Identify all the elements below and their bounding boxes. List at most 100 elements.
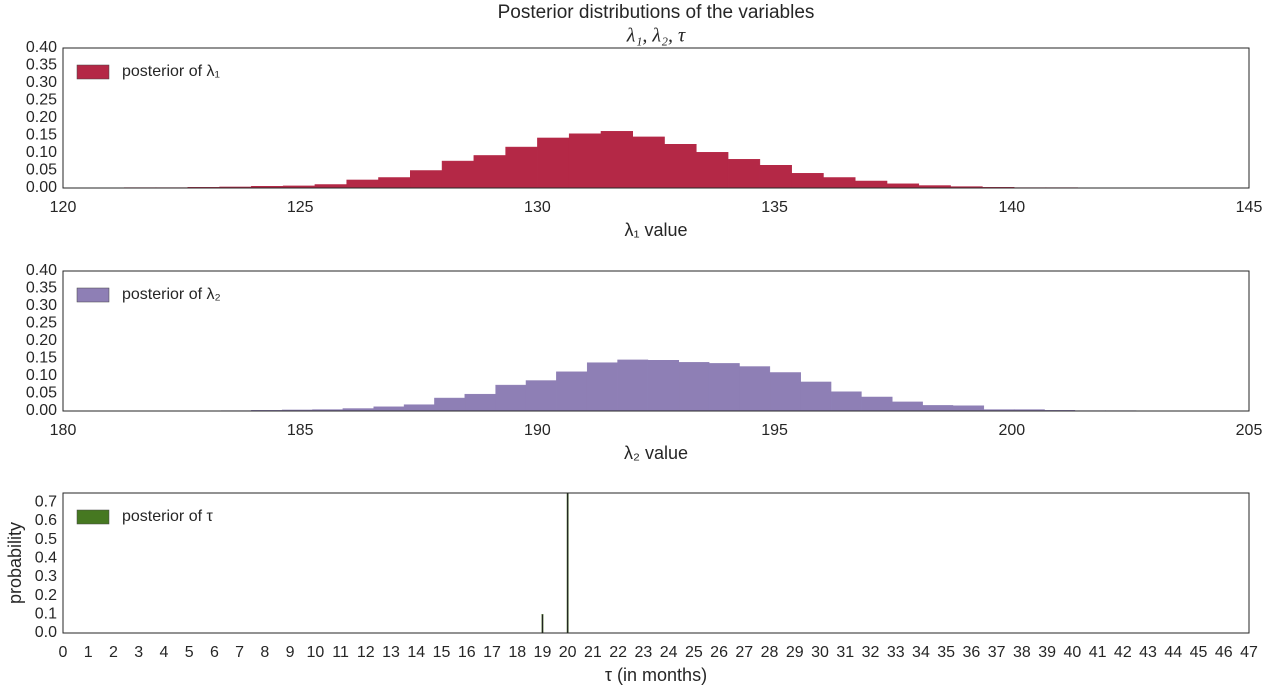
x-axis-label: τ (in months) <box>605 665 707 685</box>
hist-bar <box>600 131 634 188</box>
x-tick-label: 135 <box>761 199 788 216</box>
x-tick-label: 20 <box>559 644 577 661</box>
x-tick-label: 45 <box>1190 644 1208 661</box>
x-tick-label: 33 <box>887 644 905 661</box>
hist-bar <box>727 159 761 188</box>
hist-bar <box>403 404 435 411</box>
x-tick-label: 32 <box>862 644 880 661</box>
hist-bar <box>892 401 923 411</box>
x-tick-label: 37 <box>988 644 1006 661</box>
x-tick-label: 8 <box>260 644 269 661</box>
x-tick-label: 195 <box>761 422 788 439</box>
plot-area <box>123 131 1078 188</box>
x-tick-label: 10 <box>306 644 324 661</box>
y-tick-label: 0.7 <box>35 494 57 511</box>
axes-frame <box>62 270 1250 412</box>
hist-bar <box>647 360 680 411</box>
legend-swatch <box>76 287 110 303</box>
bar <box>566 493 569 633</box>
figure-subtitle: λ₁, λ₂, τ <box>626 25 686 47</box>
x-tick-label: 2 <box>109 644 118 661</box>
x-tick-label: 21 <box>584 644 602 661</box>
x-tick-label: 36 <box>963 644 981 661</box>
y-tick-label: 0.4 <box>35 550 57 567</box>
x-tick-label: 28 <box>761 644 779 661</box>
x-tick-label: 145 <box>1236 199 1263 216</box>
hist-bar <box>537 137 570 188</box>
x-tick-label: 16 <box>458 644 476 661</box>
x-tick-label: 26 <box>710 644 728 661</box>
y-tick-label: 0.20 <box>26 109 57 126</box>
legend-label: posterior of λ₁ <box>122 63 220 80</box>
y-axis-label: probability <box>5 522 25 604</box>
y-tick-label: 0.15 <box>26 350 57 367</box>
x-tick-label: 39 <box>1038 644 1056 661</box>
hist-bar <box>922 405 954 411</box>
x-tick-label: 12 <box>357 644 375 661</box>
y-tick-label: 0.10 <box>26 144 57 161</box>
x-tick-label: 31 <box>836 644 854 661</box>
hist-bar <box>495 384 527 411</box>
plot-area <box>541 493 569 633</box>
bar <box>541 614 544 633</box>
legend-swatch <box>76 64 110 80</box>
hist-bar <box>791 173 824 188</box>
x-tick-label: 27 <box>735 644 753 661</box>
x-tick-label: 47 <box>1240 644 1258 661</box>
x-tick-label: 30 <box>811 644 829 661</box>
hist-bar <box>525 380 557 411</box>
x-tick-label: 11 <box>332 644 349 661</box>
x-tick-label: 25 <box>685 644 703 661</box>
hist-bar <box>434 397 466 411</box>
x-tick-label: 3 <box>134 644 143 661</box>
axes-frame <box>62 47 1250 189</box>
x-tick-label: 9 <box>286 644 295 661</box>
x-tick-label: 24 <box>660 644 678 661</box>
hist-bar <box>830 391 862 411</box>
hist-bar <box>739 366 771 411</box>
y-tick-label: 0.6 <box>35 512 57 529</box>
y-tick-label: 0.25 <box>26 92 57 109</box>
x-tick-label: 19 <box>534 644 552 661</box>
y-tick-label: 0.00 <box>26 179 57 196</box>
figure-title: Posterior distributions of the variables <box>498 2 815 23</box>
x-tick-label: 1 <box>84 644 93 661</box>
y-tick-label: 0.10 <box>26 367 57 384</box>
x-tick-label: 4 <box>159 644 168 661</box>
hist-bar <box>410 170 443 188</box>
hist-bar <box>696 152 729 188</box>
x-tick-label: 200 <box>998 422 1025 439</box>
y-tick-label: 0.20 <box>26 332 57 349</box>
y-tick-label: 0.40 <box>26 39 57 56</box>
hist-bar <box>473 155 506 188</box>
y-tick-label: 0.0 <box>35 624 57 641</box>
y-tick-label: 0.3 <box>35 568 57 585</box>
hist-bar <box>314 184 347 188</box>
hist-bar <box>505 146 538 188</box>
hist-bar <box>556 371 588 411</box>
x-tick-label: 43 <box>1139 644 1157 661</box>
legend-label: posterior of τ <box>122 508 213 525</box>
x-tick-label: 15 <box>433 644 451 661</box>
x-tick-label: 44 <box>1164 644 1182 661</box>
x-tick-label: 185 <box>287 422 314 439</box>
x-tick-label: 18 <box>508 644 526 661</box>
hist-bar <box>861 396 893 411</box>
x-tick-label: 120 <box>50 199 77 216</box>
y-tick-label: 0.05 <box>26 385 57 402</box>
x-tick-label: 35 <box>937 644 955 661</box>
y-tick-label: 0.1 <box>35 606 57 623</box>
legend-label: posterior of λ₂ <box>122 286 221 303</box>
legend-swatch <box>76 509 110 525</box>
x-tick-label: 5 <box>185 644 194 661</box>
x-tick-label: 180 <box>50 422 77 439</box>
y-tick-label: 0.30 <box>26 74 57 91</box>
x-axis-label: λ₁ value <box>624 220 687 240</box>
hist-bar <box>346 179 379 188</box>
x-tick-label: 42 <box>1114 644 1132 661</box>
hist-bar <box>664 144 697 188</box>
hist-bar <box>886 183 920 188</box>
hist-bar <box>800 381 832 411</box>
